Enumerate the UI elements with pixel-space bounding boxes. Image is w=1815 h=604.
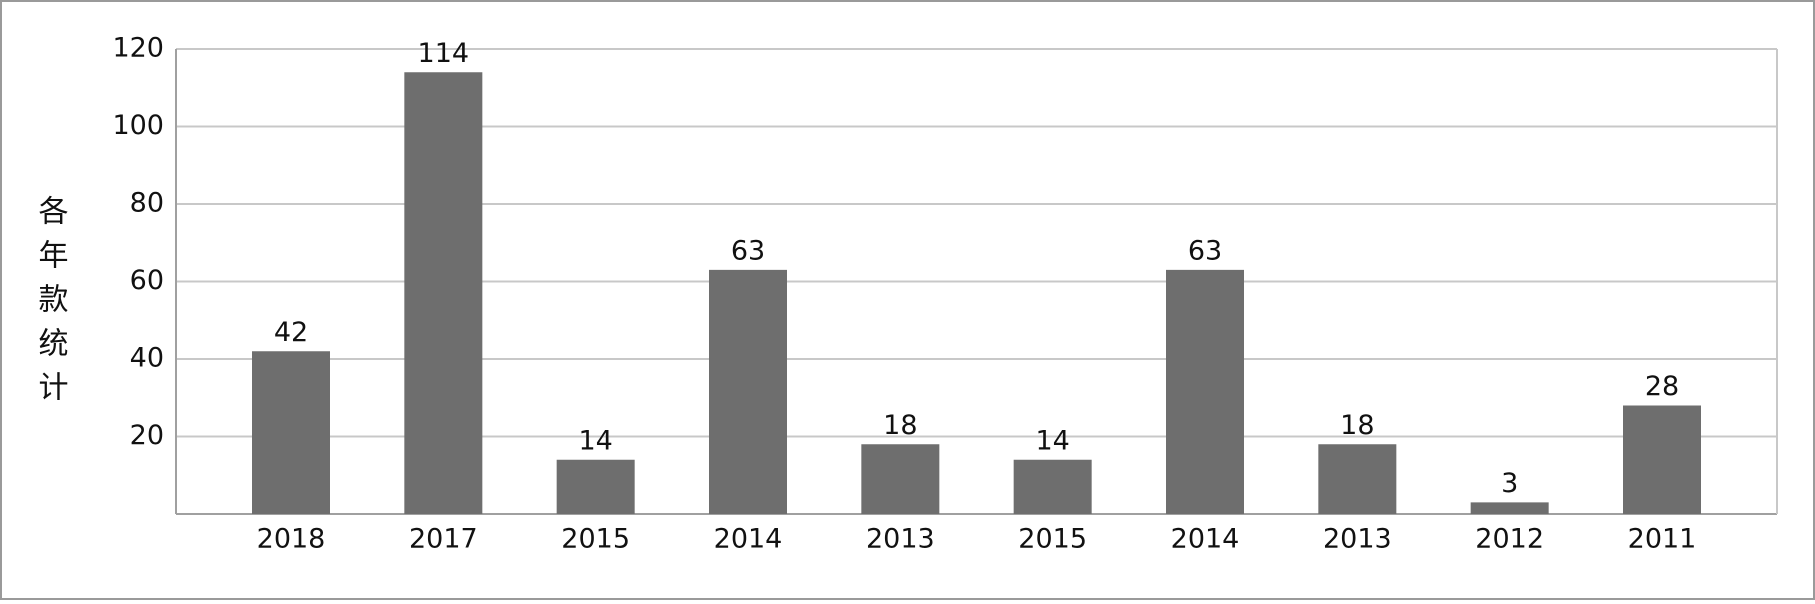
x-tick-label: 2014: [1171, 524, 1240, 555]
x-tick-label: 2015: [561, 524, 630, 555]
y-tick-label: 120: [112, 33, 164, 64]
bar: [1013, 459, 1092, 514]
x-tick-label: 2014: [714, 524, 783, 555]
data-label: 114: [418, 38, 470, 69]
bar: [556, 459, 635, 514]
bar: [252, 351, 330, 514]
data-label: 3: [1501, 468, 1518, 499]
data-label: 63: [1188, 235, 1222, 266]
data-label: 42: [274, 317, 308, 348]
bar: [709, 269, 787, 514]
x-tick-label: 2011: [1628, 524, 1697, 555]
bar: [1166, 269, 1244, 514]
bar: [1318, 444, 1397, 514]
data-label: 14: [578, 425, 612, 456]
data-label: 18: [883, 410, 917, 441]
data-label: 63: [731, 235, 765, 266]
y-axis-label: 各年款统计: [33, 195, 69, 415]
data-label: 28: [1645, 371, 1679, 402]
bar: [861, 444, 940, 514]
y-tick-label: 80: [130, 188, 164, 219]
x-tick-label: 2013: [866, 524, 935, 555]
x-tick-label: 2012: [1475, 524, 1544, 555]
y-tick-label: 60: [130, 265, 164, 296]
y-tick-label: 20: [130, 420, 164, 451]
x-tick-label: 2017: [409, 524, 478, 555]
bar: [1623, 405, 1701, 514]
data-label: 14: [1035, 425, 1069, 456]
y-tick-label: 40: [130, 343, 164, 374]
x-tick-label: 2013: [1323, 524, 1392, 555]
bar: [1470, 502, 1549, 514]
bar: [404, 72, 483, 514]
x-tick-label: 2018: [257, 524, 326, 555]
x-tick-label: 2015: [1018, 524, 1087, 555]
y-tick-label: 100: [112, 110, 164, 141]
data-label: 18: [1340, 410, 1374, 441]
